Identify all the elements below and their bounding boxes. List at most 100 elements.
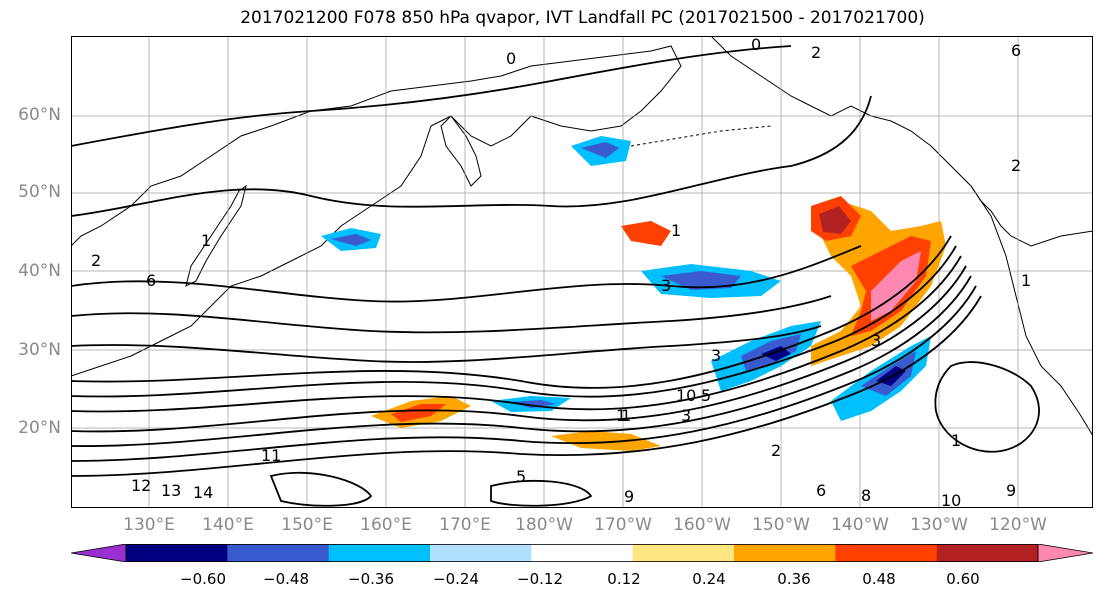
colorbar-segment bbox=[126, 544, 228, 562]
qvapor-anomaly-fills bbox=[321, 136, 946, 451]
ivt-contours bbox=[71, 45, 1040, 507]
colorbar-tick-label: −0.12 bbox=[517, 570, 563, 588]
longitude-label: 150°W bbox=[752, 515, 810, 535]
contour-label: 2 bbox=[811, 43, 821, 62]
longitude-label: 130°W bbox=[910, 515, 968, 535]
colorbar-segments bbox=[71, 544, 1093, 562]
colorbar-segment bbox=[734, 544, 836, 562]
map-title: 2017021200 F078 850 hPa qvapor, IVT Land… bbox=[240, 8, 925, 28]
contour-label: 1 bbox=[621, 406, 631, 425]
contour-line bbox=[71, 245, 957, 398]
contour-line bbox=[934, 361, 1040, 453]
longitude-label: 160°E bbox=[360, 515, 412, 535]
longitude-label: 170°E bbox=[439, 515, 491, 535]
colorbar-tick-label: −0.48 bbox=[263, 570, 309, 588]
contour-label: 1 bbox=[671, 221, 681, 240]
contour-line bbox=[269, 471, 373, 507]
colorbar-tick-label: 0.36 bbox=[777, 570, 811, 588]
contour-label: 6 bbox=[1011, 41, 1021, 60]
southern-positive-streak bbox=[551, 431, 661, 451]
subtropical-positive-core bbox=[391, 404, 446, 422]
contour-label: 1 bbox=[1021, 271, 1031, 290]
latitude-label: 40°N bbox=[18, 261, 61, 281]
contour-label: 13 bbox=[161, 481, 181, 500]
latitude-label: 30°N bbox=[18, 340, 61, 360]
contour-label: 2 bbox=[1011, 156, 1021, 175]
contour-label: 14 bbox=[193, 483, 213, 502]
colorbar-segment bbox=[531, 544, 634, 562]
contour-line bbox=[71, 255, 962, 413]
contour-label: 12 bbox=[131, 476, 151, 495]
north-america-coastline bbox=[970, 185, 1093, 437]
contour-labels: 0 0 2 1 2 3 1 3 6 6 5 3 11 12 13 14 1 2 … bbox=[91, 36, 1031, 508]
longitude-label: 160°W bbox=[673, 515, 731, 535]
contour-line bbox=[71, 295, 982, 477]
north-negative-core bbox=[581, 142, 619, 158]
contour-line bbox=[71, 45, 792, 147]
contour-label: 5 bbox=[701, 386, 711, 405]
contour-line bbox=[490, 479, 593, 507]
positive-anomaly-north-inner bbox=[819, 206, 851, 234]
contour-label: 8 bbox=[861, 486, 871, 505]
contour-line bbox=[71, 285, 977, 462]
longitude-label: 140°W bbox=[831, 515, 889, 535]
coastlines bbox=[71, 36, 1093, 437]
kamchatka-coastline bbox=[440, 115, 482, 187]
longitude-label: 150°E bbox=[281, 515, 333, 535]
aleutians-coastline bbox=[630, 125, 772, 147]
longitude-label: 140°E bbox=[202, 515, 254, 535]
contour-label: 1 bbox=[201, 231, 211, 250]
central-negative-core bbox=[661, 271, 741, 290]
colorbar-tick-label: 0.12 bbox=[607, 570, 641, 588]
contour-label: 9 bbox=[1006, 481, 1016, 500]
colorbar-extension-low bbox=[71, 544, 127, 562]
contour-label: 3 bbox=[871, 331, 881, 350]
contour-label: 9 bbox=[624, 487, 634, 506]
longitude-label: 170°W bbox=[594, 515, 652, 535]
colorbar-segment bbox=[328, 544, 431, 562]
contour-label: 0 bbox=[506, 49, 516, 68]
contour-line bbox=[71, 235, 952, 389]
contour-label: 6 bbox=[816, 481, 826, 500]
colorbar-tick-label: 0.24 bbox=[692, 570, 726, 588]
alaska-coastline bbox=[710, 36, 1093, 247]
contour-label: 1 bbox=[616, 406, 626, 425]
contour-label: 10 bbox=[676, 386, 696, 405]
colorbar-extension-high bbox=[1037, 544, 1093, 562]
latitude-label: 50°N bbox=[18, 182, 61, 202]
colorbar-segment bbox=[835, 544, 938, 562]
colorbar-tick-label: 0.48 bbox=[862, 570, 896, 588]
west-negative-core bbox=[331, 234, 371, 246]
colorbar-segment bbox=[430, 544, 532, 562]
latitude-label: 20°N bbox=[18, 418, 61, 438]
map-canvas: 0 0 2 1 2 3 1 3 6 6 5 3 11 12 13 14 1 2 … bbox=[71, 36, 1093, 508]
colorbar bbox=[71, 544, 1093, 562]
colorbar-segment bbox=[227, 544, 330, 562]
colorbar-segment bbox=[936, 544, 1039, 562]
colorbar-tick-label: −0.24 bbox=[433, 570, 479, 588]
colorbar-tick-label: −0.60 bbox=[180, 570, 226, 588]
contour-label: 11 bbox=[261, 446, 281, 465]
colorbar-tick-label: −0.36 bbox=[348, 570, 394, 588]
latitude-label: 60°N bbox=[18, 105, 61, 125]
contour-line bbox=[71, 325, 822, 363]
asia-coastline bbox=[71, 45, 682, 377]
japan-coastline bbox=[185, 184, 247, 287]
contour-label: 0 bbox=[751, 36, 761, 54]
contour-line bbox=[71, 275, 972, 447]
contour-line bbox=[71, 295, 832, 334]
contour-label: 2 bbox=[771, 441, 781, 460]
longitude-label: 180°W bbox=[515, 515, 573, 535]
contour-label: 3 bbox=[711, 346, 721, 365]
longitude-label: 120°W bbox=[989, 515, 1047, 535]
colorbar-segment bbox=[632, 544, 735, 562]
contour-label: 6 bbox=[146, 271, 156, 290]
longitude-label: 130°E bbox=[123, 515, 175, 535]
colorbar-border bbox=[125, 544, 1039, 562]
contour-label: 2 bbox=[91, 251, 101, 270]
contour-line bbox=[71, 95, 872, 217]
contour-label: 1 bbox=[951, 431, 961, 450]
contour-label: 3 bbox=[681, 406, 691, 425]
map-panel: 0 0 2 1 2 3 1 3 6 6 5 3 11 12 13 14 1 2 … bbox=[71, 36, 1093, 508]
subtropical-negative-core bbox=[511, 400, 556, 408]
